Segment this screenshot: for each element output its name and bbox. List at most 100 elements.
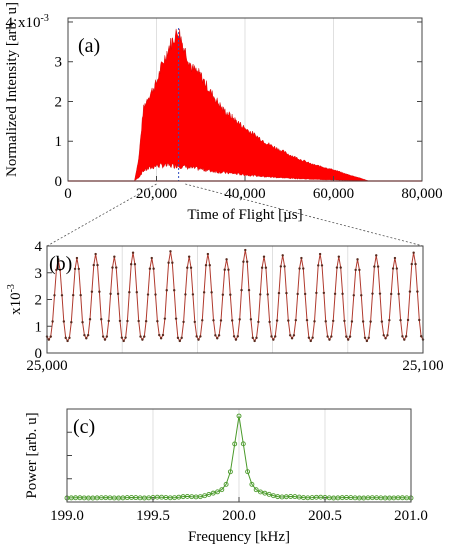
panel-b-point — [158, 333, 161, 337]
panel-b-point — [302, 267, 305, 270]
panel-b-point — [391, 267, 395, 270]
panel-b-point — [397, 292, 400, 296]
panel-b-point — [335, 266, 339, 269]
panel-a-x-axis-label: Time of Flight [µs] — [187, 207, 302, 223]
panel-b-point — [186, 266, 189, 269]
panel-c-spectrum-line — [66, 415, 412, 499]
panel-c-point — [223, 481, 229, 487]
panel-b-point — [288, 334, 292, 337]
panel-b-point — [345, 335, 348, 338]
panel-b-label: (b) — [49, 253, 72, 275]
panel-b-point — [395, 267, 399, 270]
panel-c-grid — [152, 409, 326, 502]
panel-b-point — [404, 335, 408, 338]
panel-b-point — [356, 258, 359, 261]
panel-b-point — [352, 294, 355, 297]
panel-b-point — [68, 336, 71, 340]
panel-b-point — [296, 292, 299, 296]
panel-b-point — [292, 334, 296, 337]
panel-b-point — [388, 318, 391, 322]
panel-b-point — [120, 336, 124, 339]
panel-b-point — [268, 320, 271, 324]
panel-b-point — [354, 268, 357, 272]
panel-b-point — [360, 294, 363, 297]
panel-b-point — [191, 293, 195, 296]
panel-b-point — [187, 255, 191, 258]
panel-b-point — [322, 291, 326, 295]
panel-b-point — [339, 266, 342, 269]
panel-b-point — [384, 337, 387, 340]
panel-b-point — [346, 338, 350, 341]
panel-b-point — [75, 256, 79, 260]
panel-b-y-tick-label: 1 — [35, 319, 43, 335]
panel-b-point — [365, 339, 369, 343]
panel-b-point — [101, 335, 105, 338]
panel-b-point — [393, 256, 397, 260]
panel-b-point — [389, 292, 393, 296]
panel-b-point — [410, 262, 413, 266]
panel-b-point — [330, 335, 333, 338]
panel-b-point — [244, 248, 247, 252]
panel-c-y-axis-label: Power [arb. u] — [24, 412, 40, 498]
panel-b-point — [324, 320, 327, 323]
panel-b-point — [311, 336, 314, 339]
panel-b-point — [406, 318, 410, 322]
panel-b-point — [309, 339, 312, 343]
panel-b-point — [399, 318, 402, 322]
panel-c-point — [210, 490, 216, 496]
panel-b-point — [257, 320, 260, 324]
panel-c-x-tick-label: 200.0 — [222, 508, 256, 524]
panel-c: 199.0 199.5 200.0 200.5 201.0 (c) Frequency … — [24, 408, 428, 545]
panel-b-point — [281, 254, 284, 257]
panel-b-point — [358, 268, 361, 272]
panel-b-point — [332, 319, 335, 323]
panel-c-x-tick-label: 200.5 — [308, 508, 342, 524]
panel-b-point — [204, 264, 208, 267]
panel-b-point — [62, 320, 66, 323]
panel-b-point — [94, 252, 97, 256]
panel-b-point — [305, 318, 309, 322]
panel-b-point — [70, 321, 73, 324]
panel-b-point — [418, 318, 421, 322]
panel-b-point — [277, 291, 281, 295]
panel-b-point — [408, 290, 412, 293]
panel-c-point — [262, 490, 268, 496]
panel-b-point — [217, 334, 221, 337]
panel-b-point — [49, 335, 52, 338]
panel-b-point — [165, 289, 168, 292]
panel-b-point — [202, 291, 206, 294]
panel-b-point — [182, 320, 185, 324]
panel-b-point — [375, 254, 378, 257]
panel-b-point — [214, 334, 217, 337]
panel-b-point — [227, 268, 230, 271]
panel-b-point — [116, 292, 120, 296]
panel-b-point — [230, 319, 234, 322]
panel-b-point — [180, 336, 183, 340]
panel-b-point — [90, 290, 94, 293]
panel-b-point — [107, 319, 110, 323]
panel-b-point — [79, 293, 82, 297]
panel-b-point — [219, 319, 223, 322]
panel-b-point — [96, 263, 99, 267]
panel-b-point — [122, 339, 125, 343]
panel-c-x-ticks: 199.0 199.5 200.0 200.5 201.0 — [50, 497, 428, 524]
panel-b-point — [85, 337, 88, 340]
panel-b-point — [229, 293, 232, 296]
panel-b-point — [225, 258, 228, 261]
panel-a-y-tick-label-top: 4 — [6, 15, 14, 31]
panel-b-x-tick-end: 25,100 — [402, 358, 443, 374]
panel-b-point — [109, 292, 112, 296]
panel-b-point — [313, 320, 316, 323]
panel-a-y-tick-label: 0 — [55, 174, 63, 190]
panel-b-point — [298, 267, 301, 270]
panel-b: 0 1 2 3 4 25,000 25,100 (b) x10-3 — [6, 239, 444, 374]
panel-b-point — [193, 320, 196, 324]
panel-b-point — [328, 338, 331, 341]
panel-b-point — [274, 335, 277, 338]
panel-b-point — [71, 293, 75, 297]
panel-b-point — [174, 317, 178, 320]
panel-b-point — [270, 335, 273, 338]
panel-b-point — [343, 319, 346, 323]
panel-b-point — [247, 288, 251, 292]
panel-a-y-tick-label: 3 — [55, 55, 63, 71]
